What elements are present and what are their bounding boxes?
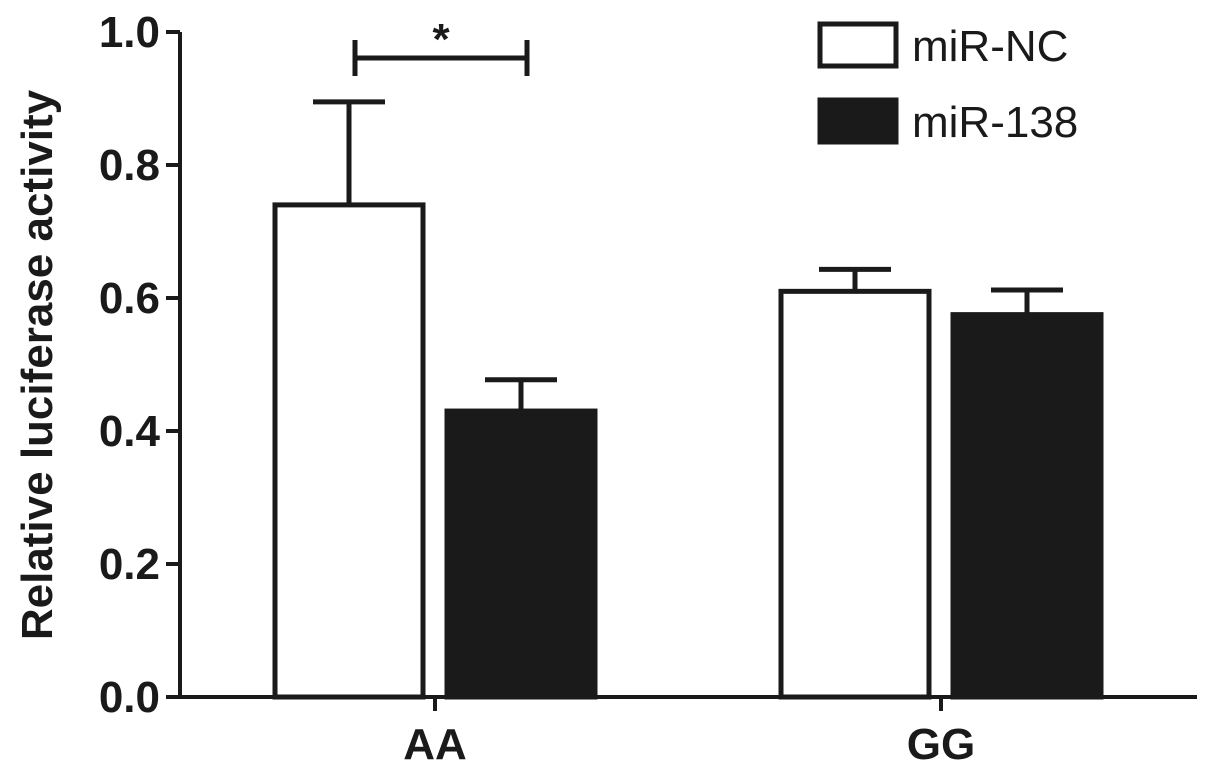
category-labels: AA GG xyxy=(403,720,975,769)
y-tick-label: 0.0 xyxy=(99,673,160,722)
y-ticks: 0.0 0.2 0.4 0.6 0.8 1.0 xyxy=(99,8,180,722)
legend-swatch-mir-138 xyxy=(817,97,899,145)
significance-star: * xyxy=(432,15,450,64)
legend-swatch-mir-nc xyxy=(817,21,899,69)
error-bars xyxy=(313,99,1063,412)
y-tick-label: 0.4 xyxy=(99,407,161,456)
y-tick-label: 0.2 xyxy=(99,540,160,589)
y-tick-label: 0.8 xyxy=(99,141,160,190)
bar-mir-nc-aa xyxy=(272,202,426,700)
bars xyxy=(272,202,1104,700)
bar-mir-138-aa xyxy=(444,408,598,700)
legend-label-mir-138: miR-138 xyxy=(912,98,1078,147)
y-axis-label: Relative luciferase activity xyxy=(13,89,62,640)
legend: miR-NC miR-138 xyxy=(817,21,1078,147)
significance-annotations: * xyxy=(352,15,530,76)
y-tick-label: 1.0 xyxy=(99,8,160,57)
legend-label-mir-nc: miR-NC xyxy=(912,22,1068,71)
y-tick-label: 0.6 xyxy=(99,274,160,323)
y-axis-label-group: Relative luciferase activity xyxy=(13,89,62,640)
bar-mir-nc-gg xyxy=(778,288,932,700)
bar-mir-138-gg xyxy=(950,312,1104,700)
category-label-gg: GG xyxy=(907,720,975,769)
category-label-aa: AA xyxy=(403,720,467,769)
